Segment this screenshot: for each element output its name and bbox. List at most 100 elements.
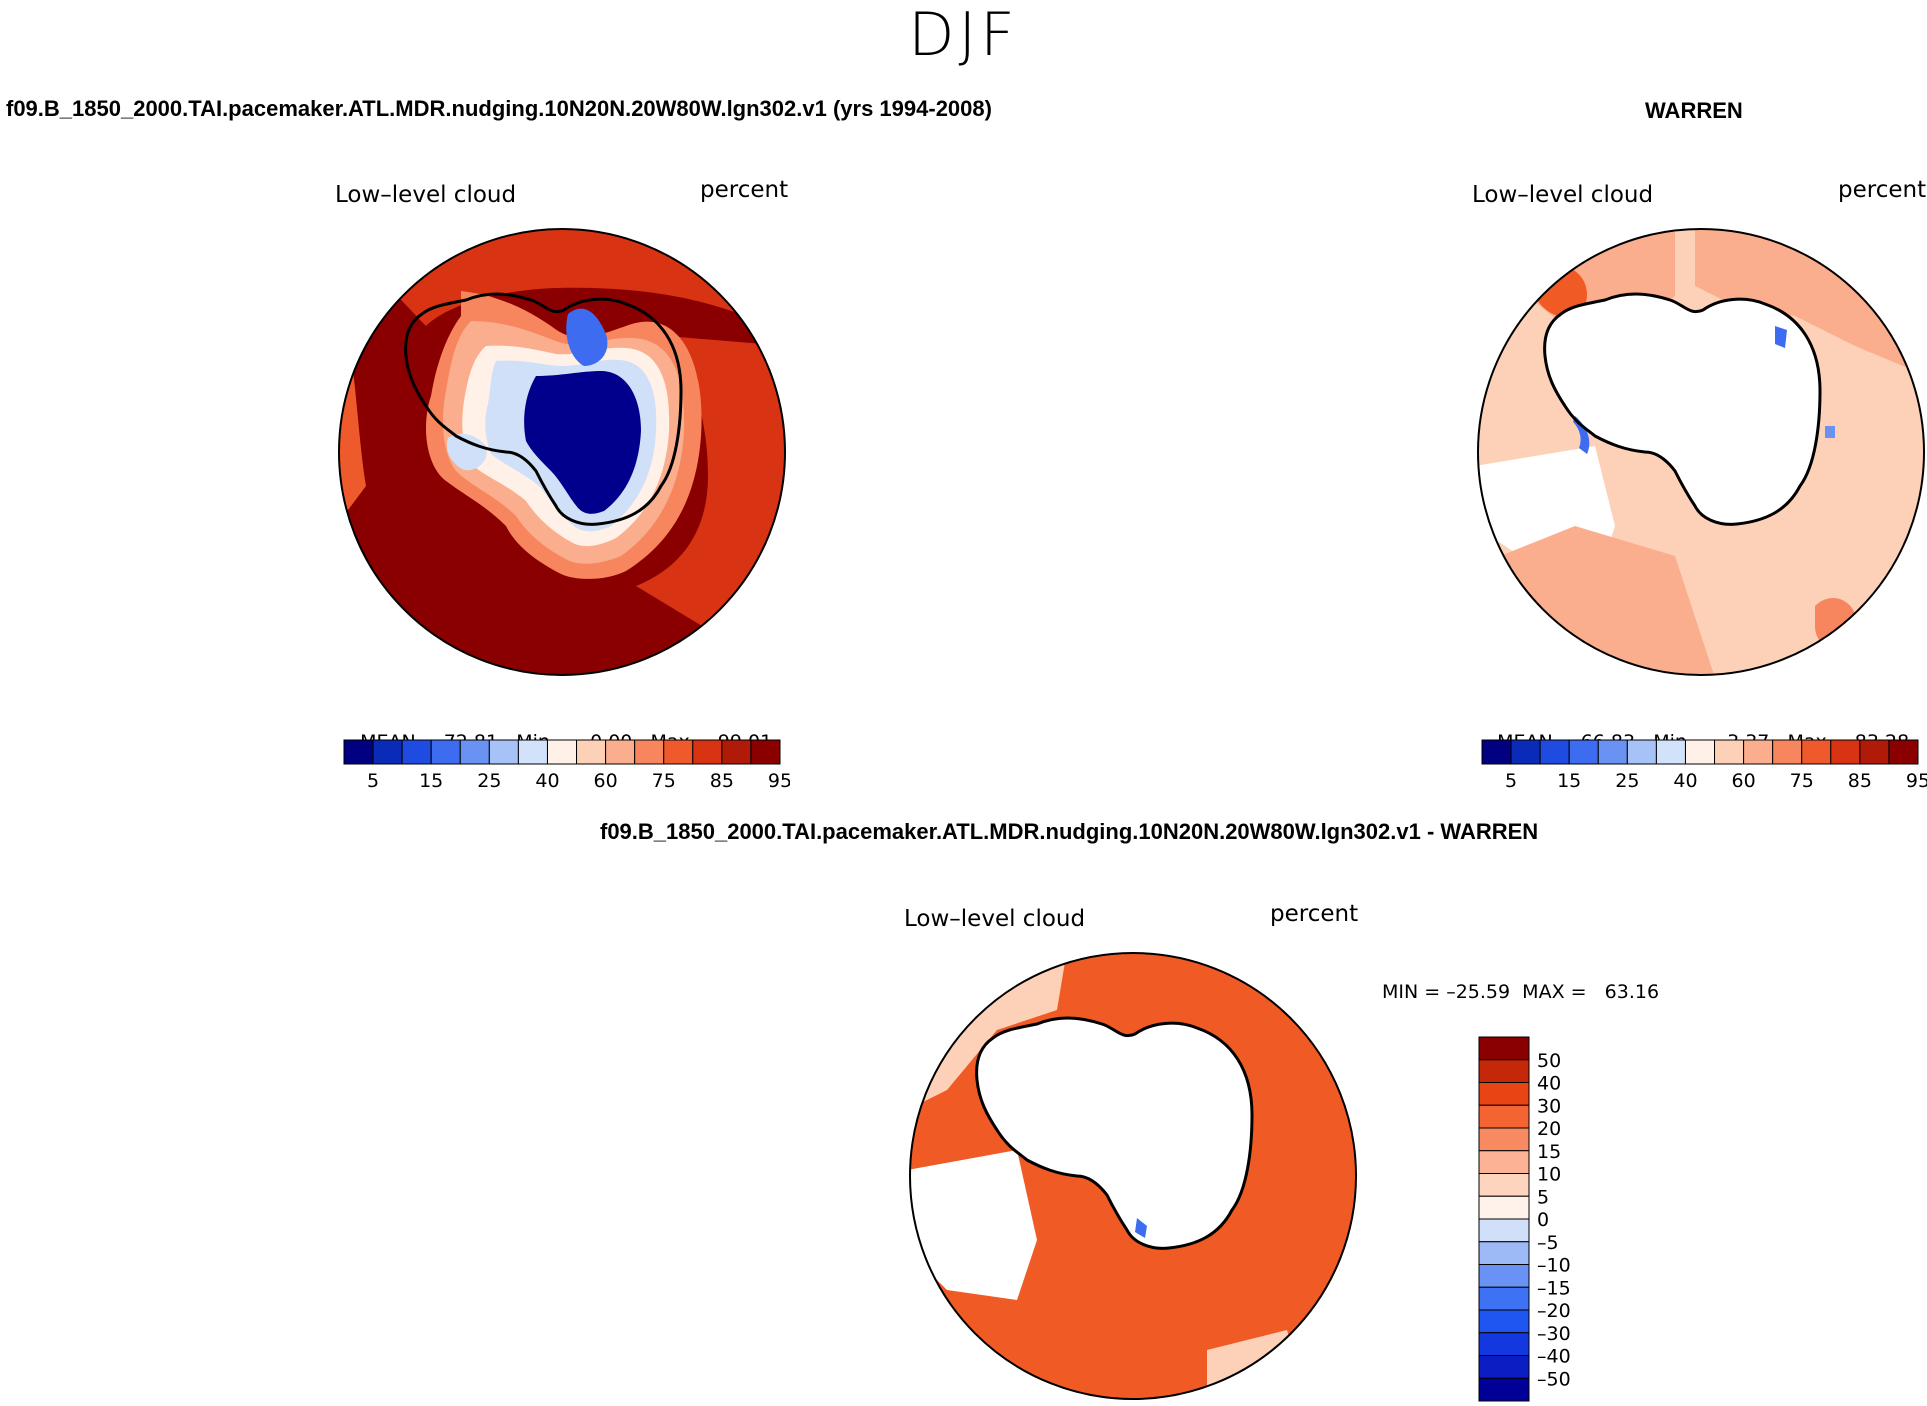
model-units-label: percent (700, 177, 789, 203)
obs-colorbar-box (1481, 739, 1512, 765)
model-colorbar-tick-label: 60 (594, 770, 618, 792)
model-colorbar: 5 15 25 40 60 75 85 95 (343, 739, 790, 792)
model-colorbar-box (488, 739, 519, 765)
model-colorbar-box (692, 739, 723, 765)
diff-colorbar-box (1478, 1195, 1530, 1220)
obs-colorbar-box (1510, 739, 1541, 765)
obs-colorbar-box (1714, 739, 1745, 765)
obs-colorbar-tick-label: 40 (1673, 770, 1697, 792)
model-antarctic-coastline (404, 292, 683, 526)
diff-colorbar-box (1478, 1173, 1530, 1197)
obs-polar-map (1477, 228, 1925, 676)
diff-colorbar-box (1478, 1309, 1530, 1334)
model-colorbar-box (372, 739, 403, 765)
obs-map-border (1477, 228, 1925, 676)
obs-colorbar-tick-label: 85 (1848, 770, 1872, 792)
obs-colorbar-box (1539, 739, 1570, 765)
diff-colorbar-box (1478, 1286, 1530, 1311)
diff-map-border (909, 952, 1357, 1400)
obs-blue-patch-east (1775, 326, 1787, 348)
obs-colorbar: 5 15 25 40 60 75 85 95 (1481, 739, 1927, 792)
obs-colorbar-box (1684, 739, 1716, 765)
obs-colorbar-tick-label: 25 (1615, 770, 1639, 792)
obs-colorbar-box (1655, 739, 1686, 765)
model-colorbar-box (430, 739, 461, 765)
diff-colorbar-tick-label: –15 (1537, 1277, 1571, 1299)
diff-colorbar-box (1478, 1264, 1530, 1288)
model-colorbar-box (605, 739, 636, 765)
model-variable-label: Low–level cloud (335, 182, 517, 208)
model-colorbar-box (576, 739, 607, 765)
diff-colorbar-tick-label: 5 (1537, 1186, 1549, 1208)
obs-colorbar-box (1626, 739, 1657, 765)
model-polar-map (338, 228, 786, 676)
model-colorbar-tick-label: 15 (419, 770, 443, 792)
diff-colorbar-tick-label: –40 (1537, 1346, 1571, 1368)
obs-colorbar-box (1830, 739, 1861, 765)
model-colorbar-tick-label: 40 (535, 770, 559, 792)
model-colorbar-tick-label: 5 (367, 770, 379, 792)
diff-colorbar-tick-label: –10 (1537, 1255, 1571, 1277)
model-colorbar-box (343, 739, 374, 765)
diff-colorbar-box (1478, 1127, 1530, 1152)
diff-colorbar-box (1478, 1377, 1530, 1402)
obs-colorbar-box (1743, 739, 1774, 765)
obs-colorbar-box (1568, 739, 1599, 765)
diff-colorbar-box (1478, 1150, 1530, 1174)
diff-colorbar-box (1478, 1332, 1530, 1356)
obs-blue-patch-west (1573, 416, 1590, 454)
model-blue-patch (566, 308, 608, 366)
diff-continent-fill (976, 1018, 1252, 1249)
diff-colorbar-tick-label: 50 (1537, 1050, 1561, 1072)
model-colorbar-tick-label: 75 (652, 770, 676, 792)
diff-case-title: f09.B_1850_2000.TAI.pacemaker.ATL.MDR.nu… (600, 819, 1539, 844)
model-colorbar-box (663, 739, 694, 765)
obs-antarctic-coastline (1543, 292, 1822, 526)
diff-colorbar-box (1478, 1355, 1530, 1379)
model-colorbar-box (401, 739, 432, 765)
obs-continent-fill (1544, 294, 1820, 525)
diff-colorbar-tick-label: 40 (1537, 1073, 1561, 1095)
model-colorbar-tick-label: 85 (710, 770, 734, 792)
diff-polar-map (909, 952, 1357, 1400)
model-map-border (338, 228, 786, 676)
model-colorbar-box (721, 739, 752, 765)
diff-colorbar-box (1478, 1241, 1530, 1265)
obs-colorbar-tick-label: 15 (1557, 770, 1581, 792)
model-peninsula-pale (446, 433, 487, 471)
diff-units-label: percent (1270, 901, 1359, 927)
model-colorbar-box (546, 739, 578, 765)
obs-colorbar-box (1801, 739, 1832, 765)
model-navy-interior (524, 371, 641, 514)
obs-variable-label: Low–level cloud (1472, 182, 1654, 208)
obs-colorbar-box (1859, 739, 1890, 765)
diff-colorbar-tick-label: –20 (1537, 1300, 1571, 1322)
model-colorbar-box (634, 739, 665, 765)
diff-colorbar-box (1478, 1036, 1530, 1061)
model-colorbar-tick-label: 95 (768, 770, 790, 792)
model-case-title: f09.B_1850_2000.TAI.pacemaker.ATL.MDR.nu… (6, 96, 992, 121)
diff-colorbar-tick-label: 20 (1537, 1118, 1561, 1140)
obs-colorbar-box (1888, 739, 1919, 765)
obs-colorbar-box (1772, 739, 1803, 765)
model-colorbar-tick-label: 25 (477, 770, 501, 792)
diff-blue-patch (1135, 1218, 1147, 1238)
diff-colorbar-tick-label: 30 (1537, 1095, 1561, 1117)
obs-colorbar-tick-label: 5 (1505, 770, 1517, 792)
diff-variable-label: Low–level cloud (904, 906, 1086, 932)
obs-colorbar-tick-label: 75 (1790, 770, 1814, 792)
diff-minmax: MIN = –25.59 MAX = 63.16 (1382, 981, 1660, 1003)
diff-colorbar-box (1478, 1059, 1530, 1083)
diff-antarctic-coastline (975, 1016, 1254, 1250)
season-title: DJF (908, 0, 1019, 70)
obs-blue-patch-far-east (1825, 426, 1835, 438)
diff-colorbar-box (1478, 1104, 1530, 1129)
model-colorbar-box (459, 739, 490, 765)
model-colorbar-box (517, 739, 548, 765)
model-colorbar-box (750, 739, 781, 765)
obs-colorbar-tick-label: 60 (1732, 770, 1756, 792)
diff-colorbar-box (1478, 1082, 1530, 1106)
obs-case-title: WARREN (1645, 98, 1743, 123)
obs-colorbar-tick-label: 95 (1906, 770, 1927, 792)
